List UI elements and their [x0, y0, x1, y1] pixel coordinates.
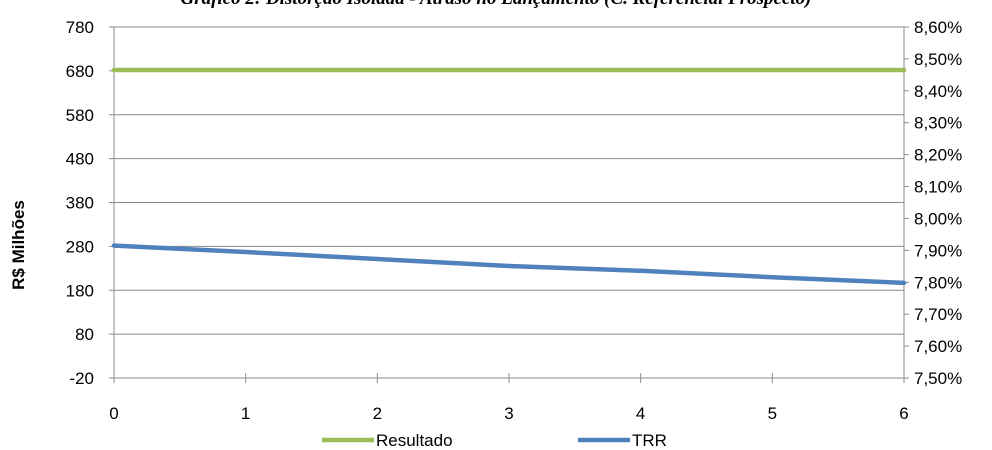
right-tick-label: 7,50% — [914, 369, 962, 388]
right-tick-label: 8,30% — [914, 114, 962, 133]
series-line-trr — [111, 243, 907, 286]
right-tick-label: 8,20% — [914, 146, 962, 165]
right-tick-label: 8,10% — [914, 178, 962, 197]
left-tick-label: 80 — [75, 325, 94, 344]
left-tick-label: 380 — [66, 194, 94, 213]
x-tick-label: 6 — [899, 404, 908, 423]
left-axis-ticks: 780 680 580 480 380 280 180 80 -20 — [66, 18, 114, 388]
left-tick-label: 780 — [66, 18, 94, 37]
left-tick-label: 580 — [66, 106, 94, 125]
x-tick-label: 4 — [636, 404, 645, 423]
x-axis-ticks: 0 1 2 3 4 5 6 — [109, 373, 909, 423]
x-tick-label: 0 — [109, 404, 118, 423]
right-tick-label: 8,60% — [914, 18, 962, 37]
right-tick-label: 7,90% — [914, 241, 962, 260]
right-tick-label: 7,80% — [914, 273, 962, 292]
series-lines — [111, 67, 907, 286]
left-tick-label: 680 — [66, 62, 94, 81]
left-tick-label: -20 — [69, 369, 94, 388]
y-axis-title: R$ Milhões — [9, 200, 28, 290]
chart-title: Gráfico 2: Distorção Isolada - Atraso no… — [180, 0, 811, 9]
legend-label-resultado: Resultado — [376, 431, 453, 450]
x-tick-label: 2 — [373, 404, 382, 423]
legend-label-trr: TRR — [632, 431, 667, 450]
right-tick-label: 8,40% — [914, 82, 962, 101]
right-tick-label: 7,70% — [914, 305, 962, 324]
right-axis-ticks: 8,60% 8,50% 8,40% 8,30% 8,20% 8,10% 8,00% 7,90%… — [904, 18, 962, 388]
x-tick-label: 5 — [768, 404, 777, 423]
right-tick-label: 7,60% — [914, 337, 962, 356]
right-tick-label: 8,00% — [914, 209, 962, 228]
left-tick-label: 180 — [66, 281, 94, 300]
left-tick-label: 280 — [66, 237, 94, 256]
x-tick-label: 1 — [241, 404, 250, 423]
legend: Resultado TRR — [322, 431, 667, 450]
right-tick-label: 8,50% — [914, 50, 962, 69]
left-tick-label: 480 — [66, 150, 94, 169]
gridlines — [114, 26, 904, 335]
x-tick-label: 3 — [504, 404, 513, 423]
